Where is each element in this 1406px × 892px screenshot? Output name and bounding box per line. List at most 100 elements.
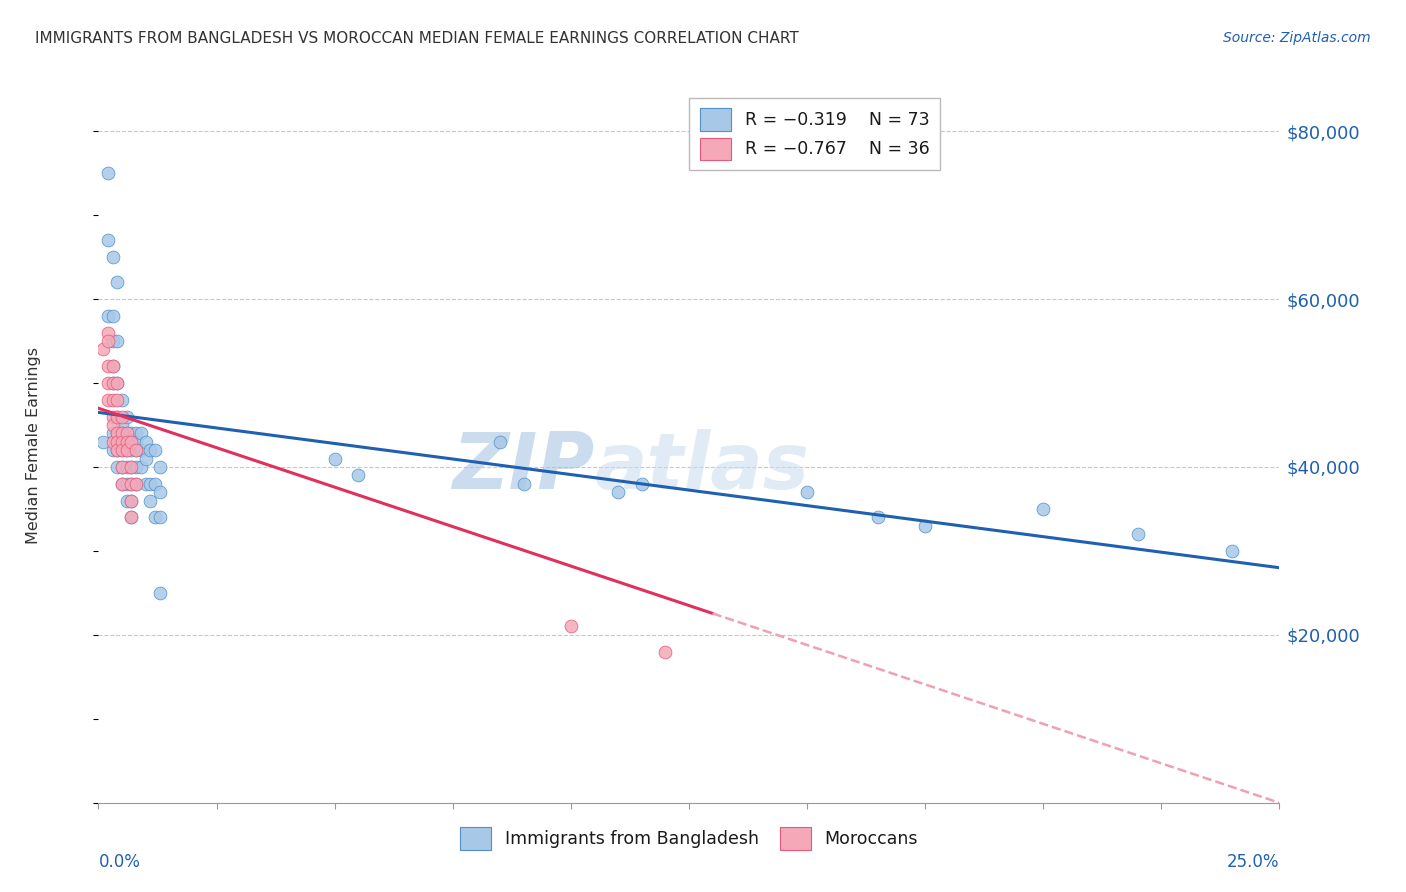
Point: [105, 334, 128, 348]
Point: [105, 443, 128, 458]
Point: [115, 443, 138, 458]
Point: [125, 443, 148, 458]
Point: [135, 476, 157, 491]
Point: [347, 468, 370, 483]
Point: [115, 476, 138, 491]
Point: [129, 443, 152, 458]
Point: [97, 392, 120, 407]
Point: [121, 434, 143, 449]
Point: [125, 476, 148, 491]
Point: [97, 326, 120, 340]
Point: [121, 493, 143, 508]
Point: [489, 434, 512, 449]
Point: [111, 426, 134, 441]
Point: [101, 334, 124, 348]
Point: [105, 392, 128, 407]
Point: [866, 510, 889, 524]
Point: [149, 510, 172, 524]
Point: [105, 434, 128, 449]
Point: [115, 493, 138, 508]
Point: [149, 485, 172, 500]
Point: [101, 434, 124, 449]
Point: [101, 409, 124, 424]
Point: [101, 443, 124, 458]
Point: [111, 434, 134, 449]
Point: [101, 426, 124, 441]
Point: [121, 434, 143, 449]
Point: [630, 476, 652, 491]
Point: [125, 434, 148, 449]
Point: [97, 166, 120, 180]
Point: [121, 426, 143, 441]
Point: [115, 443, 138, 458]
Point: [121, 476, 143, 491]
Point: [139, 493, 162, 508]
Point: [654, 645, 676, 659]
Point: [125, 426, 148, 441]
Point: [115, 434, 138, 449]
Point: [135, 434, 157, 449]
Text: IMMIGRANTS FROM BANGLADESH VS MOROCCAN MEDIAN FEMALE EARNINGS CORRELATION CHART: IMMIGRANTS FROM BANGLADESH VS MOROCCAN M…: [35, 31, 799, 46]
Point: [101, 417, 124, 432]
Legend: Immigrants from Bangladesh, Moroccans: Immigrants from Bangladesh, Moroccans: [451, 819, 927, 858]
Point: [121, 510, 143, 524]
Point: [115, 426, 138, 441]
Text: atlas: atlas: [595, 429, 810, 506]
Point: [139, 476, 162, 491]
Point: [115, 460, 138, 475]
Point: [101, 392, 124, 407]
Point: [105, 460, 128, 475]
Point: [121, 460, 143, 475]
Point: [149, 586, 172, 600]
Point: [796, 485, 818, 500]
Point: [111, 417, 134, 432]
Point: [121, 510, 143, 524]
Point: [121, 493, 143, 508]
Point: [111, 476, 134, 491]
Point: [105, 443, 128, 458]
Point: [121, 460, 143, 475]
Text: 0.0%: 0.0%: [98, 853, 141, 871]
Point: [149, 460, 172, 475]
Point: [97, 309, 120, 323]
Point: [121, 443, 143, 458]
Point: [91, 434, 114, 449]
Point: [111, 409, 134, 424]
Point: [1126, 527, 1149, 541]
Point: [125, 476, 148, 491]
Point: [101, 359, 124, 374]
Point: [97, 376, 120, 390]
Point: [111, 443, 134, 458]
Point: [101, 359, 124, 374]
Point: [111, 460, 134, 475]
Point: [91, 343, 114, 357]
Point: [143, 510, 166, 524]
Point: [101, 309, 124, 323]
Point: [101, 376, 124, 390]
Point: [143, 443, 166, 458]
Point: [105, 409, 128, 424]
Point: [139, 443, 162, 458]
Point: [111, 476, 134, 491]
Text: Source: ZipAtlas.com: Source: ZipAtlas.com: [1223, 31, 1371, 45]
Point: [111, 426, 134, 441]
Point: [105, 376, 128, 390]
Point: [125, 443, 148, 458]
Point: [111, 434, 134, 449]
Point: [111, 443, 134, 458]
Point: [97, 334, 120, 348]
Point: [115, 409, 138, 424]
Point: [914, 518, 936, 533]
Point: [105, 426, 128, 441]
Point: [101, 250, 124, 264]
Point: [121, 476, 143, 491]
Point: [105, 426, 128, 441]
Point: [105, 275, 128, 289]
Point: [143, 476, 166, 491]
Text: ZIP: ZIP: [453, 429, 595, 506]
Point: [129, 426, 152, 441]
Point: [115, 434, 138, 449]
Point: [105, 376, 128, 390]
Text: Median Female Earnings: Median Female Earnings: [25, 348, 41, 544]
Point: [135, 451, 157, 466]
